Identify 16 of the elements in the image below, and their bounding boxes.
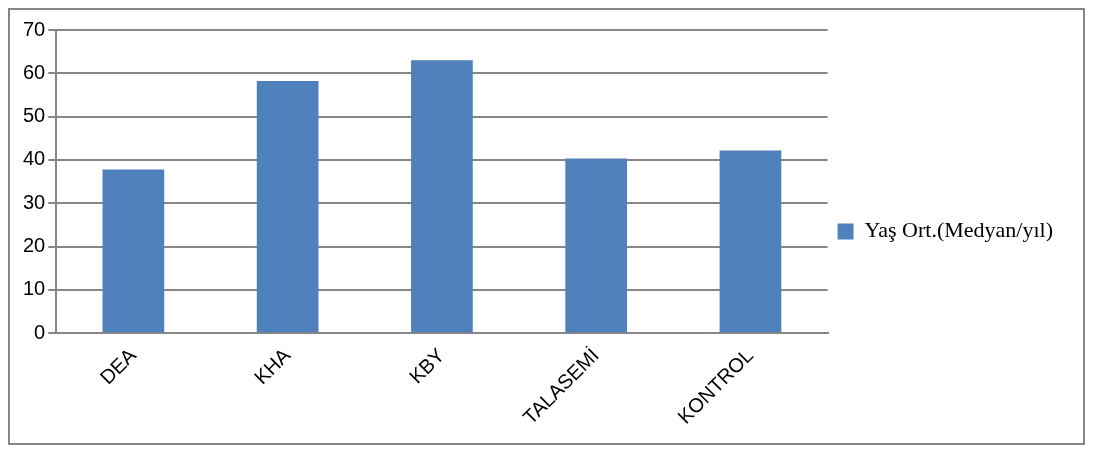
legend-label: Yaş Ort.(Medyan/yıl) <box>864 217 1053 243</box>
y-tick-label: 50 <box>23 104 46 127</box>
y-tick-label: 20 <box>23 234 46 257</box>
y-tick-label: 0 <box>34 320 46 343</box>
y-tick-label: 60 <box>23 60 46 83</box>
bar <box>256 81 319 333</box>
y-tick-label: 40 <box>23 147 46 170</box>
x-tick-label: DEA <box>95 343 141 389</box>
bar <box>411 60 473 333</box>
x-tick-label: KHA <box>249 343 295 389</box>
y-tick-label: 70 <box>23 17 46 40</box>
y-tick-label: 10 <box>23 277 46 300</box>
bar <box>102 169 165 333</box>
bar <box>565 158 628 333</box>
y-tick-label: 30 <box>23 190 46 213</box>
bar <box>719 150 782 333</box>
